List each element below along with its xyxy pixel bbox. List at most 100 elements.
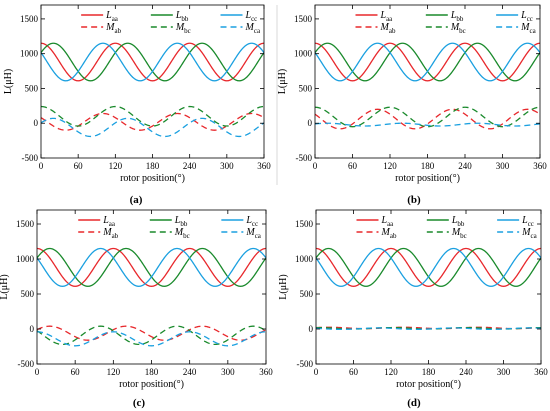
legend-entry: Lbb <box>450 10 464 23</box>
series-line-mca <box>315 122 540 127</box>
x-tick-label: 180 <box>146 161 160 171</box>
y-axis-label: L(μH) <box>0 274 10 299</box>
chart-panel-2: 0 60 120 180 240 300 360-500050010001500rotor … <box>277 4 547 206</box>
x-tick-label: 0 <box>39 161 44 171</box>
x-tick-label: 360 <box>533 161 547 171</box>
chart-panel-1: 0 60 120 180 240 300 360-500050010001500rotor … <box>3 4 271 206</box>
series-line-mab <box>316 326 541 330</box>
y-tick-label: 500 <box>25 83 39 93</box>
x-tick-label: 120 <box>384 367 398 377</box>
series-line-mbc <box>37 325 266 346</box>
legend-entry: Laa <box>105 10 119 23</box>
series-line-mab <box>41 112 264 131</box>
legend-entry: Lbb <box>451 215 465 228</box>
chart-panel-3: 0 60 120 180 240 300 360-500050010001500rotor … <box>0 209 273 409</box>
legend-entry: Mab <box>105 22 121 35</box>
x-tick-label: 60 <box>71 367 81 377</box>
y-axis-label: L(μH) <box>3 69 14 94</box>
x-tick-label: 120 <box>107 367 121 377</box>
series-line-lcc <box>41 42 264 82</box>
x-tick-label: 300 <box>497 367 511 377</box>
x-tick-label: 60 <box>348 161 358 171</box>
series-line-lcc <box>315 42 540 82</box>
x-tick-label: 60 <box>349 367 359 377</box>
y-axis-label: L(μH) <box>277 69 288 94</box>
panel-label: (d) <box>407 397 421 409</box>
y-tick-label: 1500 <box>16 219 35 229</box>
legend-entry: Mab <box>380 22 396 35</box>
series-group <box>315 42 540 130</box>
y-tick-label: 500 <box>299 83 313 93</box>
legend-entry: Lbb <box>175 10 189 23</box>
series-line-laa <box>315 42 540 82</box>
series-group <box>37 247 266 347</box>
plot-frame <box>314 4 541 159</box>
x-axis-label: rotor position(°) <box>395 173 460 184</box>
series-line-laa <box>41 42 264 82</box>
y-tick-label: -500 <box>296 153 313 163</box>
chart-panel-4: 0 60 120 180 240 300 360-500050010001500rotor … <box>278 209 548 409</box>
legend-entry: Lcc <box>521 215 534 228</box>
plot-frame <box>315 209 542 365</box>
series-line-laa <box>37 247 266 287</box>
x-tick-label: 300 <box>220 161 234 171</box>
x-axis-label: rotor position(°) <box>396 379 461 390</box>
plot-frame <box>40 4 265 159</box>
y-axis-label: L(μH) <box>278 274 289 299</box>
y-tick-label: 1500 <box>295 219 314 229</box>
legend-entry: Lcc <box>245 10 258 23</box>
series-line-mca <box>37 331 266 347</box>
series-line-lcc <box>37 247 266 287</box>
panel-label: (b) <box>407 194 421 206</box>
x-tick-label: 360 <box>259 367 273 377</box>
legend-entry: Lcc <box>520 10 533 23</box>
legend-entry: Mab <box>102 227 118 240</box>
legend-entry: Mca <box>245 227 261 240</box>
series-line-mca <box>316 327 541 330</box>
series-line-laa <box>316 247 541 287</box>
legend-entry: Mbc <box>451 227 467 240</box>
x-tick-label: 180 <box>421 161 435 171</box>
legend-entry: Laa <box>381 215 395 228</box>
legend-entry: Lcc <box>245 215 258 228</box>
legend-entry: Laa <box>102 215 116 228</box>
x-tick-label: 240 <box>183 367 197 377</box>
x-tick-label: 240 <box>183 161 197 171</box>
y-tick-label: 0 <box>30 324 35 334</box>
legend-entry: Mbc <box>450 22 466 35</box>
x-tick-label: 0 <box>35 367 40 377</box>
x-tick-label: 0 <box>313 161 318 171</box>
x-axis-label: rotor position(°) <box>120 173 185 184</box>
legend-entry: Mbc <box>175 22 191 35</box>
x-tick-label: 120 <box>109 161 123 171</box>
x-tick-label: 300 <box>496 161 510 171</box>
x-tick-label: 180 <box>145 367 159 377</box>
x-axis-label: rotor position(°) <box>119 379 184 390</box>
series-group <box>316 247 541 330</box>
y-tick-label: 0 <box>308 118 313 128</box>
legend-entry: Mab <box>381 227 397 240</box>
y-tick-label: 0 <box>34 118 39 128</box>
series-line-mab <box>37 325 266 341</box>
x-tick-label: 240 <box>458 161 472 171</box>
y-tick-label: 500 <box>300 289 314 299</box>
y-tick-label: 1000 <box>16 254 35 264</box>
y-tick-label: 1500 <box>20 14 39 24</box>
series-line-mbc <box>315 106 540 128</box>
y-tick-label: 0 <box>309 324 314 334</box>
y-tick-label: 1500 <box>294 14 313 24</box>
legend-entry: Mca <box>245 22 261 35</box>
y-tick-label: 500 <box>21 289 35 299</box>
legend-entry: Laa <box>380 10 394 23</box>
x-tick-label: 240 <box>459 367 473 377</box>
y-tick-label: 1000 <box>20 49 39 59</box>
series-line-mca <box>41 117 264 138</box>
x-tick-label: 120 <box>383 161 397 171</box>
legend-entry: Mbc <box>174 227 190 240</box>
y-tick-label: 1000 <box>294 49 313 59</box>
x-tick-label: 60 <box>74 161 84 171</box>
legend-entry: Lbb <box>174 215 188 228</box>
x-tick-label: 0 <box>314 367 319 377</box>
plot-frame <box>36 209 267 365</box>
